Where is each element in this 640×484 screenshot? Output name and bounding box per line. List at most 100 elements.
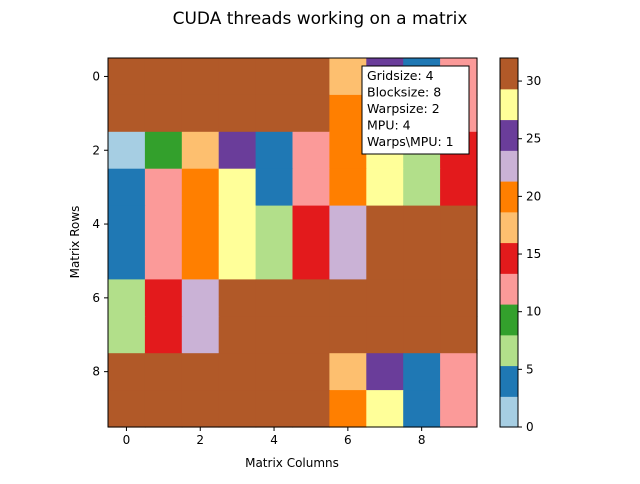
heatmap-cell [403, 353, 441, 391]
heatmap-cell [292, 58, 330, 96]
heatmap-cell [108, 94, 146, 133]
heatmap-cell [144, 390, 183, 428]
heatmap-cell [403, 316, 441, 354]
heatmap-cell [181, 390, 220, 428]
heatmap-cell [218, 279, 257, 317]
heatmap-cell [329, 131, 367, 170]
heatmap-cell [292, 94, 330, 133]
heatmap-cell [218, 131, 257, 170]
y-tick-label: 2 [92, 143, 100, 157]
colorbar-tick-label: 15 [526, 247, 541, 261]
heatmap-cell [292, 353, 330, 391]
heatmap-cell [329, 168, 367, 207]
heatmap-cell [144, 94, 183, 133]
heatmap-cell [329, 94, 367, 133]
colorbar-band [500, 334, 518, 367]
heatmap-cell [218, 242, 257, 280]
heatmap-cell [440, 242, 478, 280]
heatmap-cell [108, 242, 146, 280]
heatmap-cell [108, 279, 146, 317]
heatmap-cell [403, 390, 441, 428]
heatmap-cell [218, 58, 257, 96]
colorbar-band [500, 58, 518, 90]
heatmap-cell [440, 279, 478, 317]
heatmap-cell [181, 94, 220, 133]
heatmap-cell [440, 205, 478, 244]
heatmap-cell [144, 353, 183, 391]
colorbar-tick-label: 30 [526, 74, 541, 88]
heatmap-cell [255, 205, 294, 244]
heatmap-cell [218, 205, 257, 244]
heatmap-cell [181, 168, 220, 207]
heatmap-cell [403, 279, 441, 317]
heatmap-cell [181, 353, 220, 391]
x-tick-label: 8 [418, 433, 426, 447]
heatmap-cell [218, 94, 257, 133]
heatmap-cell [440, 353, 478, 391]
colorbar-ticks: 0 5 10 15 20 25 30 [518, 74, 541, 434]
y-tick-label: 6 [92, 291, 100, 305]
plot-frame [107, 57, 478, 428]
colorbar-band [500, 365, 518, 397]
colorbar-band [500, 88, 518, 121]
x-tick-label: 2 [196, 433, 204, 447]
colorbar-band [500, 211, 518, 244]
heatmap-cell [329, 58, 367, 96]
heatmap-cell [366, 353, 404, 391]
heatmap-cell [108, 58, 146, 96]
heatmap-cell [255, 168, 294, 207]
heatmap-cell [292, 279, 330, 317]
colorbar-tick-label: 0 [526, 420, 534, 434]
heatmap-cell [292, 390, 330, 428]
colorbar-band [500, 396, 518, 428]
heatmap-cell [255, 58, 294, 96]
x-tick-label: 4 [270, 433, 278, 447]
info-box-frame [361, 65, 470, 155]
colorbar-frame [499, 57, 519, 428]
info-box-line: Blocksize: 8 [367, 85, 441, 100]
heatmap-cell [292, 316, 330, 354]
heatmap-cell [329, 353, 367, 391]
heatmap-cell [255, 390, 294, 428]
x-axis-ticks: 0 2 4 6 8 [123, 427, 426, 447]
heatmap-cell [218, 390, 257, 428]
heatmap-cell [292, 205, 330, 244]
colorbar-tick-label: 25 [526, 132, 541, 146]
heatmap-cell [108, 353, 146, 391]
heatmap-cell [403, 205, 441, 244]
heatmap-cell [366, 279, 404, 317]
heatmap-cell [292, 168, 330, 207]
heatmap-cell [255, 131, 294, 170]
heatmap-cell [292, 242, 330, 280]
heatmap-cell [255, 279, 294, 317]
heatmap-cell [403, 168, 441, 207]
heatmap-cell [329, 205, 367, 244]
colorbar [500, 58, 518, 428]
info-box-line: Warpsize: 2 [367, 101, 440, 116]
y-tick-label: 4 [92, 217, 100, 231]
heatmap-cell [144, 168, 183, 207]
heatmap-cell [181, 131, 220, 170]
colorbar-tick-label: 10 [526, 305, 541, 319]
heatmap-cell [144, 58, 183, 96]
y-axis-label: Matrix Rows [68, 206, 82, 279]
colorbar-band [500, 273, 518, 305]
heatmap-cell [108, 205, 146, 244]
heatmap-cell [403, 242, 441, 280]
y-tick-label: 0 [92, 69, 100, 83]
heatmap-cell [366, 390, 404, 428]
colorbar-band [500, 150, 518, 182]
heatmap-cell [181, 316, 220, 354]
heatmap-cell [440, 390, 478, 428]
heatmap-cell [255, 242, 294, 280]
heatmap-cell [144, 316, 183, 354]
x-axis-label: Matrix Columns [245, 456, 339, 470]
colorbar-tick-label: 20 [526, 189, 541, 203]
heatmap-cell [366, 316, 404, 354]
y-axis-ticks: 0 2 4 6 8 [92, 69, 108, 379]
y-tick-label: 8 [92, 365, 100, 379]
heatmap-cell [292, 131, 330, 170]
